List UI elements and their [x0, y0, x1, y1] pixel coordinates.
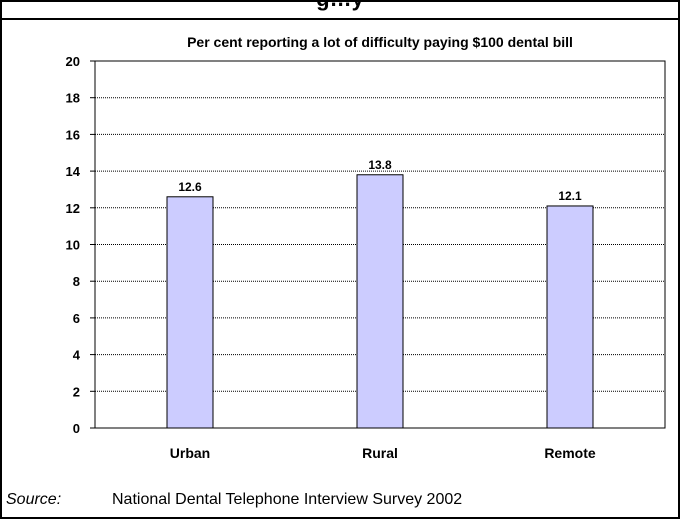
y-tick-label: 14: [66, 164, 81, 179]
x-tick-label: Remote: [544, 445, 596, 461]
x-axis-labels: Urban Rural Remote: [170, 445, 596, 461]
source-note: Source: National Dental Telephone Intervi…: [6, 491, 462, 509]
data-label: 12.6: [178, 180, 202, 194]
data-label: 12.1: [558, 189, 582, 203]
bar-rural: [356, 174, 404, 429]
plot-area: [94, 60, 666, 429]
y-tick-label: 10: [66, 238, 80, 253]
y-tick-label: 16: [66, 127, 80, 142]
y-axis-ticks: 0 2 4 6 8 10 12 14 16 18 20: [66, 54, 95, 436]
y-tick-label: 12: [66, 201, 80, 216]
y-tick-label: 0: [73, 421, 80, 436]
y-tick-label: 8: [73, 274, 80, 289]
source-text: National Dental Telephone Interview Surv…: [112, 491, 463, 508]
bar-remote: [546, 205, 594, 429]
figure-header-text: g…y: [2, 2, 678, 12]
y-tick-label: 6: [73, 311, 80, 326]
source-label: Source:: [6, 491, 62, 508]
y-tick-label: 18: [66, 91, 80, 106]
bars: [166, 174, 594, 429]
data-label: 13.8: [368, 158, 392, 172]
y-tick-label: 20: [66, 54, 80, 69]
bar-urban: [166, 196, 214, 429]
y-tick-label: 4: [73, 348, 81, 363]
figure-header-strip: g…y: [2, 2, 678, 20]
chart-title: Per cent reporting a lot of difficulty p…: [187, 34, 573, 50]
x-tick-label: Rural: [362, 445, 398, 461]
x-tick-label: Urban: [170, 445, 210, 461]
data-labels: 12.6 13.8 12.1: [178, 158, 582, 203]
y-tick-label: 2: [73, 384, 80, 399]
